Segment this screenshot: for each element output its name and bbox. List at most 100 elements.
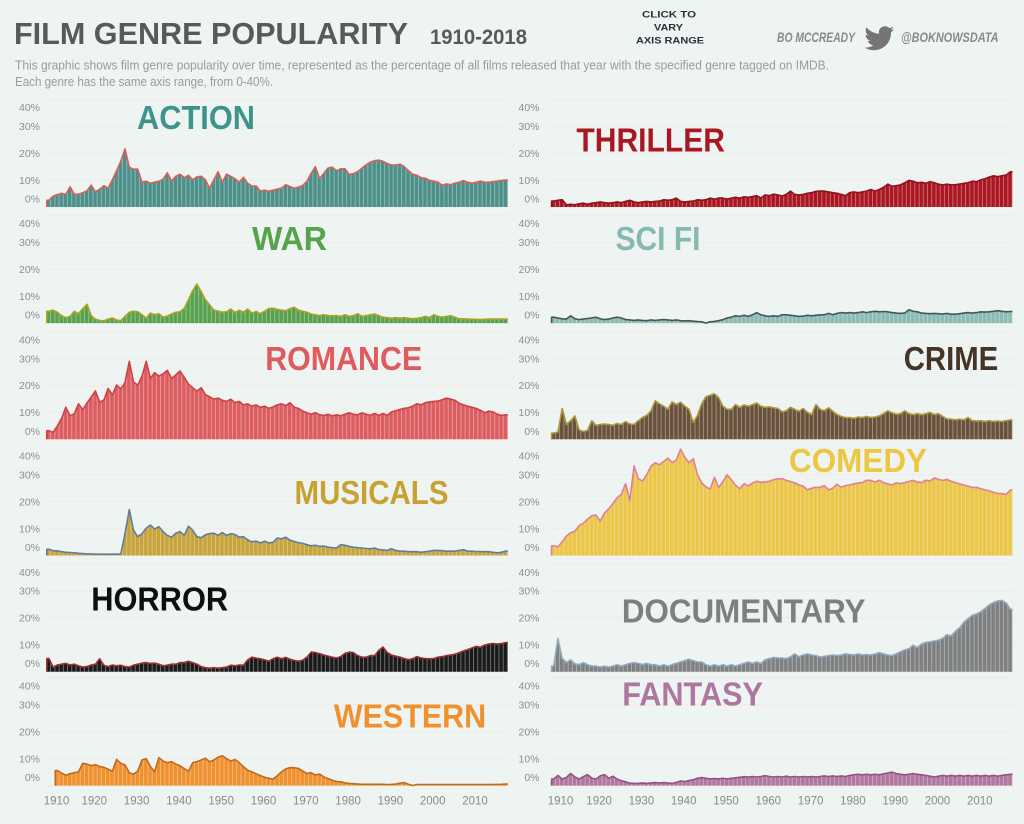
svg-text:10%: 10%	[19, 753, 40, 765]
svg-text:1920: 1920	[586, 796, 612, 808]
svg-text:0%: 0%	[25, 310, 40, 322]
svg-text:FILM GENRE POPULARITY: FILM GENRE POPULARITY	[14, 16, 408, 51]
svg-text:AXIS RANGE: AXIS RANGE	[636, 36, 704, 47]
svg-text:10%: 10%	[19, 291, 40, 303]
svg-text:1980: 1980	[840, 796, 866, 808]
svg-text:1920: 1920	[82, 796, 108, 808]
svg-text:40%: 40%	[19, 451, 40, 463]
svg-text:30%: 30%	[19, 121, 40, 133]
svg-text:20%: 20%	[518, 613, 539, 625]
svg-text:40%: 40%	[518, 567, 539, 579]
svg-text:WAR: WAR	[252, 220, 327, 257]
svg-text:WESTERN: WESTERN	[334, 698, 486, 735]
svg-text:20%: 20%	[518, 727, 539, 739]
svg-text:0%: 0%	[524, 194, 539, 206]
svg-text:30%: 30%	[518, 586, 539, 598]
svg-text:30%: 30%	[518, 470, 539, 482]
svg-text:1940: 1940	[671, 796, 697, 808]
svg-text:MUSICALS: MUSICALS	[295, 474, 449, 511]
svg-text:40%: 40%	[19, 567, 40, 579]
svg-text:40%: 40%	[19, 334, 40, 346]
svg-text:30%: 30%	[518, 700, 539, 712]
svg-text:10%: 10%	[19, 523, 40, 535]
svg-text:1970: 1970	[293, 796, 319, 808]
svg-text:10%: 10%	[518, 523, 539, 535]
svg-text:20%: 20%	[518, 148, 539, 160]
svg-text:40%: 40%	[19, 681, 40, 693]
svg-text:1950: 1950	[713, 796, 739, 808]
svg-text:30%: 30%	[518, 237, 539, 249]
svg-text:0%: 0%	[25, 772, 40, 784]
svg-text:VARY: VARY	[654, 23, 684, 34]
svg-text:40%: 40%	[19, 102, 40, 114]
svg-text:40%: 40%	[518, 451, 539, 463]
svg-text:DOCUMENTARY: DOCUMENTARY	[622, 592, 866, 629]
svg-text:2010: 2010	[967, 796, 993, 808]
svg-text:2000: 2000	[925, 796, 951, 808]
svg-text:10%: 10%	[518, 753, 539, 765]
svg-text:1960: 1960	[756, 796, 782, 808]
svg-text:10%: 10%	[518, 640, 539, 652]
svg-text:10%: 10%	[19, 175, 40, 187]
svg-text:40%: 40%	[518, 334, 539, 346]
svg-text:10%: 10%	[518, 407, 539, 419]
svg-text:0%: 0%	[524, 772, 539, 784]
svg-text:FANTASY: FANTASY	[622, 675, 763, 712]
svg-text:2000: 2000	[420, 796, 446, 808]
svg-text:20%: 20%	[19, 148, 40, 160]
svg-text:CRIME: CRIME	[904, 340, 999, 377]
svg-text:20%: 20%	[518, 380, 539, 392]
svg-text:SCI FI: SCI FI	[616, 220, 701, 257]
svg-text:20%: 20%	[19, 380, 40, 392]
svg-text:COMEDY: COMEDY	[789, 442, 927, 479]
svg-text:1930: 1930	[124, 796, 150, 808]
svg-text:1980: 1980	[335, 796, 361, 808]
svg-text:10%: 10%	[518, 291, 539, 303]
svg-text:0%: 0%	[25, 658, 40, 670]
svg-text:10%: 10%	[19, 640, 40, 652]
svg-text:1910-2018: 1910-2018	[430, 25, 527, 49]
svg-text:1930: 1930	[629, 796, 655, 808]
svg-text:1960: 1960	[251, 796, 277, 808]
svg-text:0%: 0%	[524, 542, 539, 554]
svg-text:10%: 10%	[19, 407, 40, 419]
svg-text:BO MCCREADY: BO MCCREADY	[777, 30, 857, 45]
svg-text:1970: 1970	[798, 796, 824, 808]
svg-text:20%: 20%	[518, 264, 539, 276]
svg-text:0%: 0%	[25, 542, 40, 554]
svg-text:CLICK TO: CLICK TO	[642, 10, 696, 21]
svg-text:40%: 40%	[518, 218, 539, 230]
svg-text:ROMANCE: ROMANCE	[265, 340, 422, 377]
svg-text:30%: 30%	[19, 237, 40, 249]
svg-text:0%: 0%	[524, 658, 539, 670]
svg-text:20%: 20%	[19, 264, 40, 276]
svg-text:30%: 30%	[19, 586, 40, 598]
svg-text:30%: 30%	[19, 353, 40, 365]
svg-text:1910: 1910	[548, 796, 574, 808]
svg-text:1910: 1910	[44, 796, 70, 808]
svg-text:0%: 0%	[25, 426, 40, 438]
svg-text:1990: 1990	[378, 796, 404, 808]
svg-text:HORROR: HORROR	[91, 580, 228, 617]
svg-text:Each genre has the same axis r: Each genre has the same axis range, from…	[15, 75, 273, 89]
svg-text:2010: 2010	[462, 796, 488, 808]
svg-text:20%: 20%	[19, 613, 40, 625]
svg-text:@BOKNOWSDATA: @BOKNOWSDATA	[901, 30, 999, 45]
svg-text:40%: 40%	[19, 218, 40, 230]
svg-text:20%: 20%	[19, 496, 40, 508]
svg-text:ACTION: ACTION	[137, 99, 255, 136]
svg-text:0%: 0%	[524, 426, 539, 438]
svg-text:40%: 40%	[518, 102, 539, 114]
svg-text:THRILLER: THRILLER	[576, 121, 725, 158]
svg-text:10%: 10%	[518, 175, 539, 187]
svg-text:0%: 0%	[25, 194, 40, 206]
svg-text:20%: 20%	[19, 727, 40, 739]
svg-text:30%: 30%	[19, 700, 40, 712]
svg-text:1990: 1990	[882, 796, 908, 808]
svg-text:30%: 30%	[518, 353, 539, 365]
svg-text:20%: 20%	[518, 496, 539, 508]
svg-text:1950: 1950	[208, 796, 234, 808]
svg-text:This graphic shows film genre: This graphic shows film genre popularity…	[15, 59, 829, 73]
svg-text:30%: 30%	[518, 121, 539, 133]
svg-text:1940: 1940	[166, 796, 192, 808]
